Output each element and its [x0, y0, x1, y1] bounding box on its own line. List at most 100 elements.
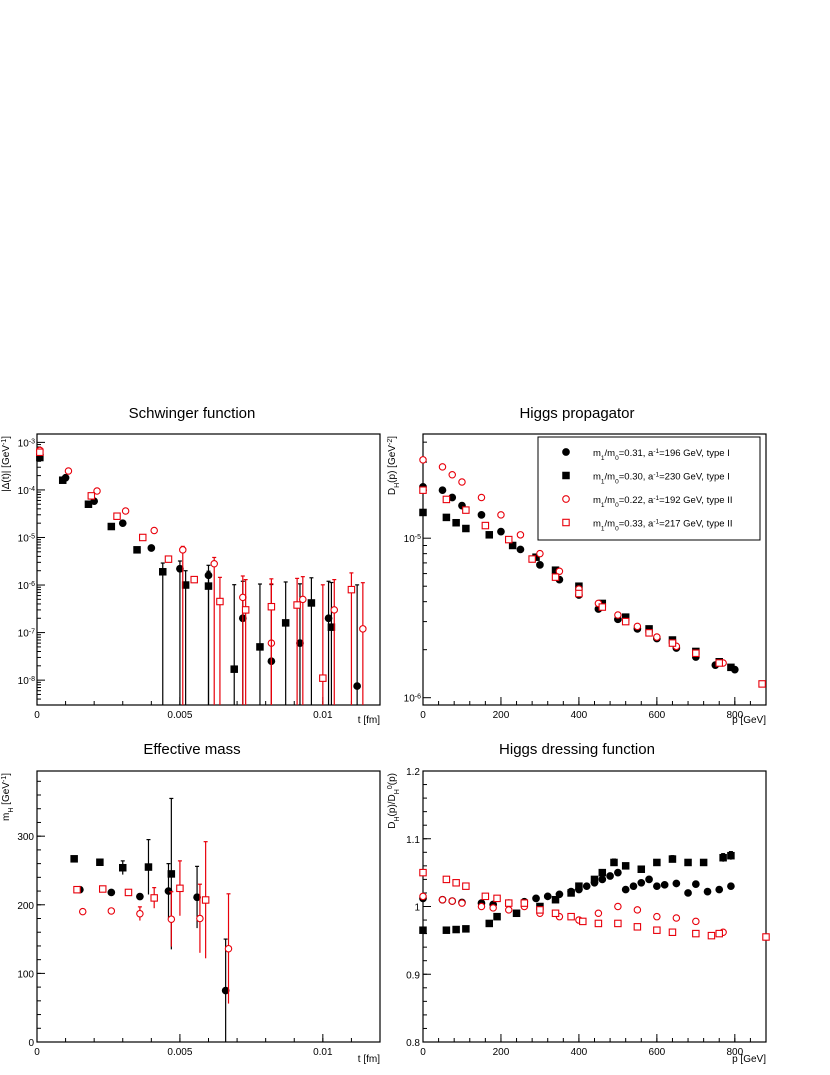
- data-point-square: [462, 925, 470, 933]
- data-point-circle: [497, 527, 505, 536]
- legend-entry-part: /m: [605, 519, 616, 530]
- data-point-circle: [555, 567, 564, 576]
- data-point-square: [633, 923, 642, 931]
- propagator-x-ticks: 0 200 400 600 800: [420, 697, 767, 721]
- y-axis-label-text-part: ]: [1, 436, 12, 439]
- data-point-square: [520, 899, 529, 907]
- mass-x-axis-label: t [fm]: [358, 1054, 380, 1065]
- data-point-square: [598, 868, 607, 877]
- dressing-data-points: [419, 851, 770, 941]
- propagator-y-axis-label: DH(p) [GeV-2]: [387, 436, 401, 495]
- legend-entry-part: 1: [601, 478, 605, 485]
- data-point-square: [442, 513, 451, 522]
- dressing-x-ticks: 0 200 400 600 800: [420, 1034, 767, 1058]
- data-point-circle: [477, 511, 486, 519]
- data-point-circle: [448, 897, 456, 905]
- y-axis-label-text-part: H: [8, 808, 15, 813]
- data-point-circle: [653, 912, 661, 921]
- legend-entry-part: m: [593, 519, 601, 530]
- data-point-square: [508, 541, 517, 550]
- data-point-circle: [684, 889, 692, 897]
- x-tick-label: 600: [649, 710, 666, 721]
- y-tick-exponent: -5: [29, 533, 35, 540]
- data-point-square: [727, 851, 735, 860]
- legend-entry-part: 0: [615, 455, 619, 462]
- data-point-circle: [118, 519, 127, 528]
- mass-plot-frame: [36, 770, 381, 1043]
- data-point-circle: [598, 875, 607, 884]
- x-tick-label: 200: [493, 710, 510, 721]
- data-point-square: [645, 629, 653, 637]
- data-point-square: [107, 522, 116, 531]
- data-point-square: [452, 879, 460, 887]
- data-point-square: [84, 500, 93, 508]
- data-point-square: [493, 894, 501, 903]
- legend-entry-part: /m: [605, 472, 616, 483]
- data-point-circle: [653, 882, 661, 891]
- legend-entry-part: =192 GeV, type II: [659, 495, 732, 506]
- data-point-square: [201, 896, 210, 904]
- data-point-square: [230, 665, 238, 673]
- dressing-plot-frame: [422, 770, 767, 1043]
- data-point-circle: [637, 878, 646, 887]
- legend-entry-part: -1: [653, 495, 659, 502]
- data-point-square: [124, 888, 133, 897]
- x-tick-label: 0: [34, 710, 40, 721]
- y-axis-label-text-part: m: [1, 813, 12, 821]
- legend-entry: m1/m0=0.31, a-1=196 GeV, type I: [593, 448, 730, 462]
- y-tick-label: 10-3: [18, 438, 35, 450]
- dressing-x-axis-label: p [GeV]: [732, 1054, 766, 1065]
- data-point-square: [462, 524, 470, 533]
- x-tick-label: 800: [726, 710, 743, 721]
- y-tick-exponent: -6: [415, 693, 421, 700]
- data-point-square: [653, 926, 661, 934]
- data-point-circle: [136, 892, 144, 901]
- y-tick-label: 1.1: [406, 835, 420, 846]
- propagator-title: Higgs propagator: [519, 405, 634, 422]
- data-point-circle: [93, 487, 101, 495]
- y-axis-label-text: DH(p)/DH0(p): [387, 773, 401, 829]
- data-point-circle: [179, 546, 187, 554]
- legend-entry-part: 1: [601, 502, 605, 509]
- data-point-circle: [489, 904, 497, 912]
- data-point-square: [452, 518, 460, 527]
- y-tick-label: 0: [28, 1038, 34, 1049]
- y-tick-exponent: -3: [29, 438, 35, 445]
- data-point-circle: [645, 875, 653, 884]
- legend-entry-part: -1: [653, 448, 659, 455]
- data-point-square: [36, 448, 44, 456]
- data-point-circle: [477, 493, 486, 502]
- x-tick-label: 200: [493, 1047, 510, 1058]
- y-tick-base: 10: [18, 629, 30, 640]
- propagator-data-points: [419, 456, 766, 688]
- y-axis-label-text: mH [GeV-1]: [1, 773, 15, 821]
- y-axis-label-text-part: -1: [1, 776, 8, 782]
- data-point-square: [87, 492, 96, 500]
- data-point-square: [567, 889, 575, 897]
- data-point-circle: [614, 611, 622, 619]
- legend-box: [537, 436, 761, 541]
- data-point-circle: [299, 595, 307, 604]
- data-point-circle: [532, 894, 540, 903]
- data-point-square: [699, 858, 708, 867]
- y-tick-label: 0.9: [406, 970, 420, 981]
- data-point-circle: [438, 895, 447, 904]
- legend-entry-part: =0.33, a: [619, 519, 654, 530]
- data-point-square: [462, 506, 470, 514]
- data-point-square: [159, 568, 167, 576]
- y-tick-label: 1: [414, 903, 420, 914]
- data-point-square: [256, 643, 264, 651]
- y-tick-label: 100: [17, 969, 34, 980]
- legend-entry-part: /m: [605, 495, 616, 506]
- data-point-circle: [629, 882, 638, 891]
- data-point-square: [692, 929, 700, 938]
- data-point-circle: [64, 467, 73, 475]
- data-point-square: [504, 899, 513, 907]
- data-point-square: [204, 582, 213, 590]
- propagator-legend: m1/m0=0.31, a-1=196 GeV, type I m 1/m 0 =0.3…: [537, 436, 761, 541]
- data-point-square: [590, 875, 599, 884]
- data-point-square: [176, 884, 184, 893]
- data-point-square: [504, 535, 513, 544]
- y-tick-base: 10: [18, 438, 30, 449]
